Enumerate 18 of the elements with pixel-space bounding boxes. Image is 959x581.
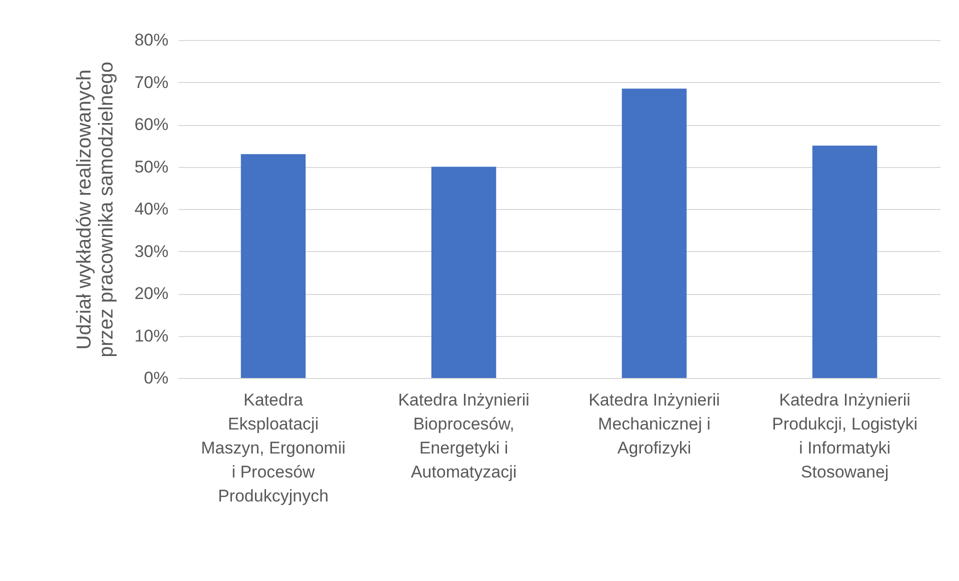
y-tick-label: 80% — [134, 30, 168, 50]
x-tick-label: Katedra Inżynierii Produkcji, Logistyki i Informatyki Stosowanej — [772, 390, 918, 482]
bar — [240, 154, 306, 378]
y-tick-label: 10% — [134, 326, 168, 346]
bar — [812, 146, 878, 378]
bar — [622, 88, 687, 378]
x-tick-label: Katedra Inżynierii Mechanicznej i Agrofizyki — [588, 390, 720, 458]
x-tick-label: Katedra Inżynierii Bioprocesów, Energetyki i Automatyzacji — [398, 390, 530, 482]
y-tick-label: 30% — [134, 242, 168, 261]
y-axis-title: Udział wykładów realizowanych przez pracownika samodzielnego — [73, 62, 118, 358]
x-tick-label: Katedra Eksploatacji Maszyn, Ergonomii i Procesów Produkcyjnych — [200, 390, 346, 506]
y-tick-label: 70% — [134, 72, 168, 92]
y-tick-label: 40% — [134, 200, 168, 218]
y-tick-label: 50% — [134, 157, 168, 176]
y-tick-label: 0% — [144, 368, 168, 388]
y-tick-label: 20% — [134, 284, 168, 303]
bar — [431, 166, 496, 378]
y-tick-label: 60% — [134, 115, 168, 134]
